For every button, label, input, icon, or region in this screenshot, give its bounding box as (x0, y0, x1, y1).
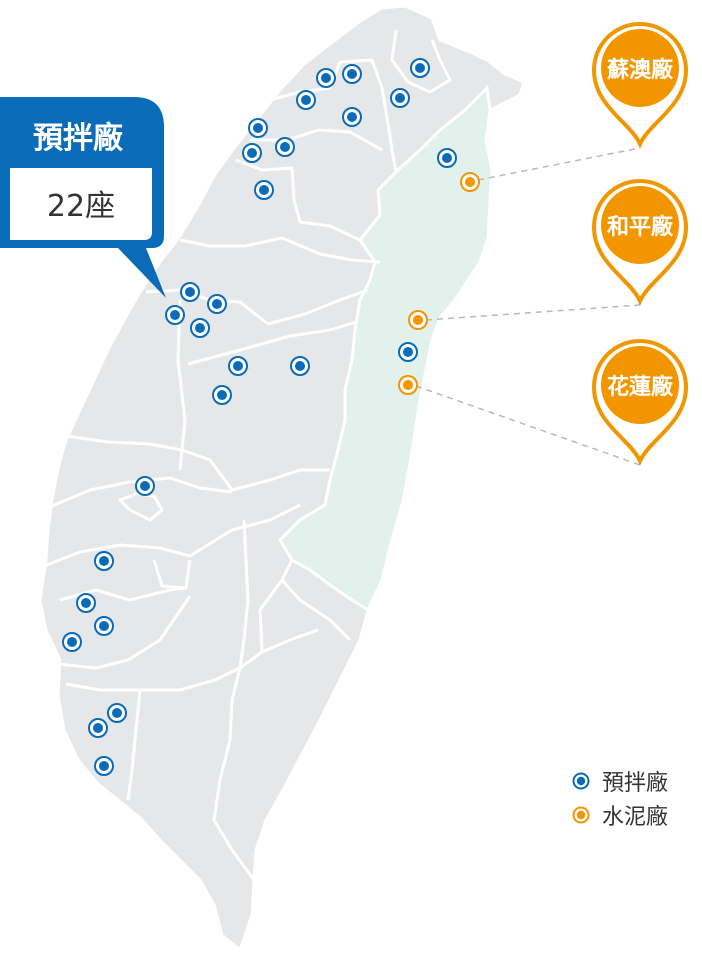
ready-mix-plant-marker (275, 137, 295, 157)
ready-mix-plant-marker (107, 703, 127, 723)
ready-mix-plant-marker (390, 88, 410, 108)
ready-mix-plant-marker (398, 342, 418, 362)
cement-plant-markers (398, 172, 480, 395)
pin-leader-lines (415, 147, 641, 466)
ready-mix-plant-marker (254, 180, 274, 200)
legend-item-cement: 水泥廠 (572, 798, 700, 832)
ready-mix-plant-marker (296, 90, 316, 110)
ready-mix-plant-marker (76, 593, 96, 613)
cement-plant-marker (398, 375, 418, 395)
ready-mix-plant-marker (135, 476, 155, 496)
legend-item-ready-mix: 預拌廠 (572, 764, 700, 798)
ready-mix-plant-marker (180, 282, 200, 302)
pin-hualien[interactable]: 花蓮廠 (591, 339, 689, 466)
cement-plant-marker (408, 310, 428, 330)
pin-heping[interactable]: 和平廠 (591, 179, 689, 306)
ready-mix-plant-marker (94, 756, 114, 776)
ready-mix-callout: 預拌廠 22座 (0, 97, 166, 298)
cement-plant-marker (460, 172, 480, 192)
ready-mix-plant-marker (62, 632, 82, 652)
pin-label: 和平廠 (607, 214, 674, 240)
legend-label: 水泥廠 (602, 805, 669, 830)
blue-ring-dot-icon (572, 772, 590, 790)
callout-body (10, 168, 152, 240)
ready-mix-plant-marker (88, 718, 108, 738)
ready-mix-plant-marker (207, 294, 227, 314)
ready-mix-plant-marker (94, 616, 114, 636)
pin-suao[interactable]: 蘇澳廠 (591, 22, 689, 149)
ready-mix-plant-marker (228, 356, 248, 376)
ready-mix-plant-marker (165, 305, 185, 325)
pin-label: 花蓮廠 (607, 374, 674, 400)
ready-mix-plant-marker (242, 143, 262, 163)
ready-mix-plant-marker (290, 356, 310, 376)
orange-ring-dot-icon (572, 806, 590, 824)
ready-mix-plant-marker (342, 64, 362, 84)
ready-mix-plant-marker (342, 107, 362, 127)
ready-mix-plant-marker (190, 318, 210, 338)
ready-mix-plant-marker (437, 148, 457, 168)
pin-label: 蘇澳廠 (606, 57, 674, 83)
ready-mix-plant-marker (94, 551, 114, 571)
legend: 預拌廠 水泥廠 (572, 764, 700, 832)
ready-mix-plant-marker (248, 118, 268, 138)
ready-mix-plant-markers (62, 58, 457, 776)
callout-count: 22座 (47, 189, 115, 224)
callout-title: 預拌廠 (33, 121, 123, 156)
ready-mix-plant-marker (410, 58, 430, 78)
legend-label: 預拌廠 (602, 771, 669, 796)
ready-mix-plant-marker (212, 385, 232, 405)
ready-mix-plant-marker (316, 68, 336, 88)
